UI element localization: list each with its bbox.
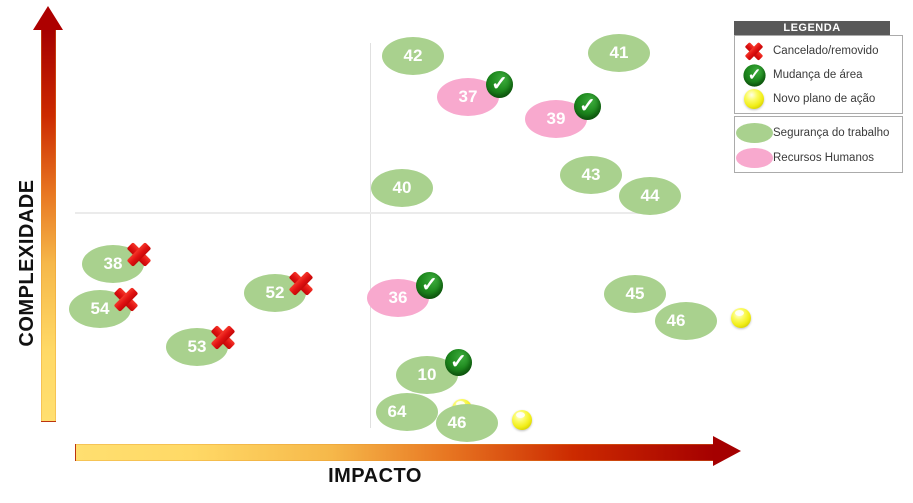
bubble-label: 46 [666, 311, 686, 330]
bubble-label: 42 [403, 46, 423, 65]
bubble-36: 36 ✓ [367, 272, 443, 317]
bubble-label: 64 [387, 402, 407, 421]
bubble-44: 44 [619, 177, 681, 215]
legend-item-seguranca: Segurança do trabalho [735, 120, 902, 145]
bubble-label: 39 [546, 109, 566, 128]
yellow-sphere-icon [512, 410, 533, 430]
rh-swatch [735, 147, 773, 168]
bubble-label: 40 [392, 178, 412, 197]
red-x-icon [126, 242, 152, 267]
legend-icon-cell [735, 89, 773, 109]
yellow-sphere-icon [744, 89, 764, 109]
bubble-label: 46 [447, 413, 467, 432]
bubble-38: 38 [82, 242, 152, 283]
bubble-label: 44 [640, 186, 660, 205]
quadrant-divider-horizontal [75, 212, 655, 214]
bubble-54: 54 [69, 287, 139, 328]
bubble-label: 10 [417, 365, 437, 384]
bubble-label: 37 [458, 87, 478, 106]
bubble-46: 46 [436, 404, 533, 442]
legend-item-cancelled: Cancelado/removido [735, 39, 902, 63]
bubble-label: 54 [90, 299, 110, 318]
bubble-53: 53 [166, 325, 236, 366]
yellow-sphere-icon [731, 308, 752, 328]
legend-item-area-change: ✓ Mudança de área [735, 63, 902, 87]
bubble-label: 45 [625, 284, 645, 303]
bubble-42: 42 [382, 37, 444, 75]
green-check-icon: ✓ [445, 349, 472, 376]
red-x-icon [210, 325, 236, 350]
quadrant-divider-vertical [370, 43, 371, 428]
seguranca-swatch [735, 122, 773, 143]
red-x-icon [113, 287, 139, 312]
bubble-39: 39 ✓ [525, 93, 601, 138]
bubble-37: 37 ✓ [437, 71, 513, 116]
green-check-icon: ✓ [416, 272, 443, 299]
legend-item-rh: Recursos Humanos [735, 145, 902, 170]
bubble-41: 41 [588, 34, 650, 72]
bubble-label: 43 [581, 165, 601, 184]
legend-icon-cell: ✓ [735, 62, 773, 89]
legend-category-section: Segurança do trabalho Recursos Humanos [734, 116, 903, 173]
legend-item-label: Mudança de área [773, 69, 863, 81]
green-check-icon: ✓ [486, 71, 513, 98]
red-x-icon [288, 271, 314, 296]
legend-icon-cell [735, 122, 773, 143]
green-check-icon: ✓ [574, 93, 601, 120]
bubble-46: 46 [655, 302, 752, 340]
bubble-40: 40 [371, 169, 433, 207]
red-x-icon [744, 42, 764, 61]
legend-item-label: Cancelado/removido [773, 45, 879, 57]
y-axis-arrow-head [33, 6, 63, 30]
x-axis-arrow-head [713, 436, 741, 466]
bubble-label: 53 [187, 337, 207, 356]
legend-marker-section: Cancelado/removido ✓ Mudança de área Novo p… [734, 35, 903, 114]
bubble-45: 45 [604, 275, 666, 313]
x-axis-label: IMPACTO [328, 465, 422, 487]
bubble-label: 41 [609, 43, 629, 62]
green-check-icon: ✓ [742, 63, 766, 87]
bubble-10: 10 ✓ [396, 349, 472, 394]
legend-item-label: Recursos Humanos [773, 151, 874, 164]
bubble-43: 43 [560, 156, 622, 194]
legend-icon-cell [735, 147, 773, 168]
bubble-label: 52 [265, 283, 285, 302]
bubble-label: 36 [388, 288, 408, 307]
bubble-64: 64 [376, 393, 473, 431]
bubble-label: 38 [103, 254, 123, 273]
bubble-52: 52 [244, 271, 314, 312]
legend-item-label: Novo plano de ação [773, 93, 876, 105]
legend-title: LEGENDA [734, 21, 890, 35]
legend-item-label: Segurança do trabalho [773, 126, 890, 139]
legend-item-new-plan: Novo plano de ação [735, 87, 902, 111]
